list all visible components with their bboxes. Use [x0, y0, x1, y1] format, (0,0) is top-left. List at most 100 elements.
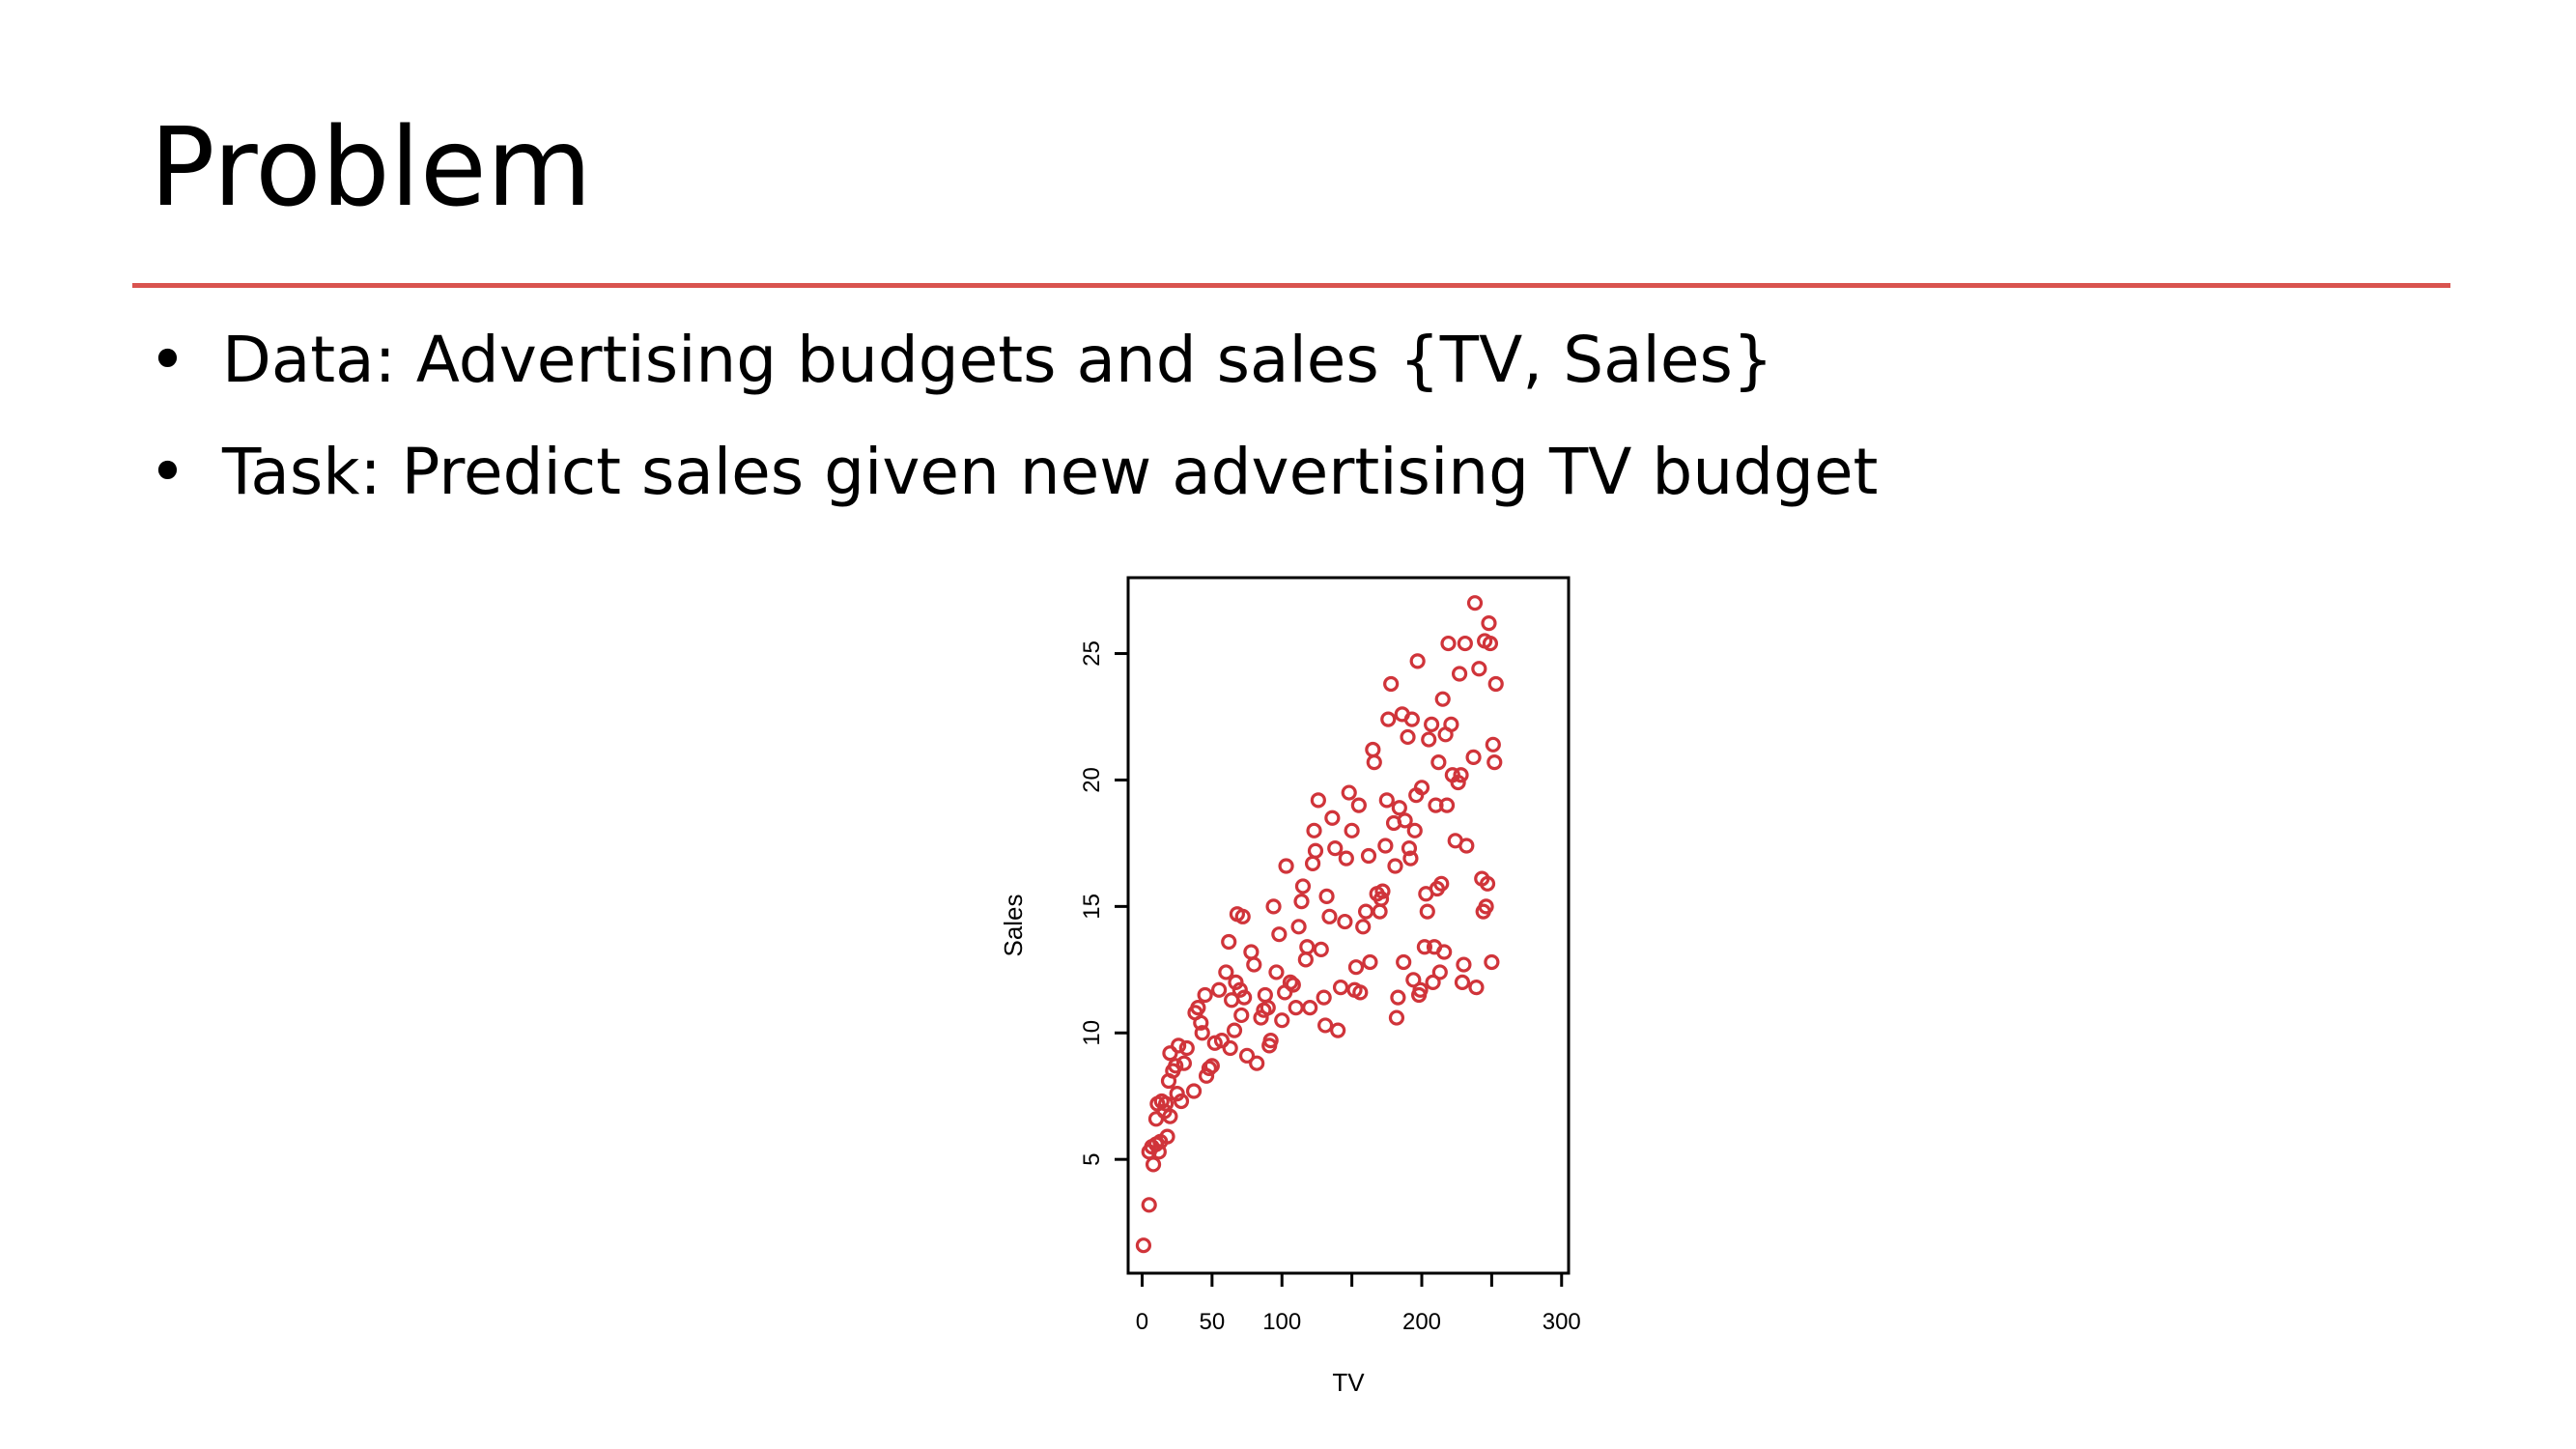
data-point [1397, 812, 1413, 829]
data-point [1443, 716, 1459, 732]
data-point [1313, 941, 1329, 957]
data-point [1380, 711, 1397, 727]
data-point [1402, 850, 1419, 867]
data-point [1317, 1017, 1334, 1034]
data-point [1145, 1156, 1162, 1173]
data-point [1228, 974, 1244, 991]
data-point [1355, 919, 1372, 935]
data-point [1310, 792, 1326, 809]
y-tick-label: 20 [1079, 767, 1105, 793]
data-point [1352, 984, 1369, 1001]
data-point [1424, 716, 1440, 732]
data-point [1372, 903, 1388, 920]
data-point [1197, 986, 1213, 1004]
data-point [1290, 919, 1307, 935]
data-point [1350, 797, 1367, 813]
data-point [1360, 847, 1377, 865]
data-point [1357, 903, 1374, 920]
data-point [1299, 939, 1316, 955]
data-point [1458, 838, 1475, 854]
data-point [1169, 1086, 1185, 1102]
data-point [1173, 1093, 1190, 1110]
data-point [1419, 903, 1435, 920]
data-point [1330, 1022, 1346, 1038]
data-point [1465, 749, 1482, 765]
data-point [1210, 981, 1228, 998]
data-point [1438, 797, 1456, 813]
data-point [1436, 944, 1453, 960]
data-point [1416, 939, 1432, 955]
data-point [1249, 1055, 1265, 1071]
data-point [1374, 883, 1391, 899]
data-point [1321, 908, 1338, 924]
data-point [1159, 1128, 1175, 1145]
data-point [1262, 1033, 1279, 1049]
data-point [1387, 858, 1403, 874]
bullet-text: Task: Predict sales given new advertisin… [222, 435, 1879, 509]
data-point [1268, 964, 1285, 980]
data-point [1274, 1012, 1290, 1029]
data-point [1135, 1237, 1152, 1254]
data-point [1478, 898, 1494, 915]
data-point [1271, 926, 1288, 943]
data-point [1282, 974, 1299, 991]
data-point [1218, 964, 1234, 980]
x-tick-label: 300 [1543, 1309, 1581, 1335]
data-point [1278, 858, 1294, 874]
data-point [1175, 1055, 1193, 1071]
data-point [1450, 774, 1466, 791]
data-point [1412, 981, 1429, 998]
y-axis: 5 10 15 20 25 [1079, 640, 1128, 1166]
x-tick-label: 200 [1402, 1309, 1441, 1335]
data-point [1318, 888, 1335, 904]
data-point [1341, 784, 1357, 801]
data-point [1377, 838, 1394, 854]
data-point [1487, 675, 1504, 693]
data-point [1194, 1025, 1210, 1041]
y-tick-label: 10 [1079, 1020, 1105, 1046]
data-point [1293, 894, 1310, 910]
data-point [1400, 728, 1416, 746]
data-point [1378, 792, 1395, 809]
data-point [1297, 952, 1314, 968]
data-point [1337, 913, 1353, 930]
data-point [1479, 875, 1496, 892]
data-point [1238, 1047, 1256, 1064]
data-point [1203, 1058, 1220, 1074]
bullet-item: • Task: Predict sales given new advertis… [145, 440, 1878, 504]
data-point [1430, 754, 1447, 771]
data-point [1222, 1039, 1238, 1057]
scatter-chart: 0 50 100 200 300 5 10 15 20 25 TV Sales [999, 576, 1581, 1397]
data-point [1454, 974, 1471, 991]
bullet-marker: • [149, 323, 186, 397]
data-points [1135, 595, 1504, 1254]
data-point [1193, 1014, 1209, 1031]
data-point [1306, 822, 1322, 838]
data-point [1171, 1037, 1187, 1054]
data-point [1253, 1009, 1269, 1026]
data-point [1344, 822, 1360, 838]
x-tick-label: 50 [1200, 1309, 1226, 1335]
data-point [1213, 1033, 1231, 1049]
data-point [1234, 908, 1251, 924]
data-point [1141, 1197, 1157, 1213]
data-point [1425, 974, 1441, 991]
data-point [1468, 980, 1485, 996]
data-point [1451, 666, 1468, 682]
data-point [1486, 754, 1503, 771]
data-point [1190, 999, 1206, 1016]
data-point [1396, 953, 1412, 971]
data-point [1366, 754, 1382, 771]
data-point [1431, 964, 1448, 980]
data-point [1246, 956, 1262, 973]
data-point [1150, 1144, 1167, 1160]
y-tick-label: 5 [1079, 1153, 1105, 1166]
x-axis: 0 50 100 200 300 [1136, 1273, 1581, 1335]
data-point [1362, 953, 1378, 971]
data-point [1185, 1083, 1203, 1099]
data-point [1233, 1007, 1250, 1024]
data-point [1316, 989, 1332, 1006]
data-point [1236, 989, 1253, 1006]
data-point [1390, 989, 1406, 1006]
bullet-list: • Data: Advertising budgets and sales {T… [145, 328, 1878, 553]
